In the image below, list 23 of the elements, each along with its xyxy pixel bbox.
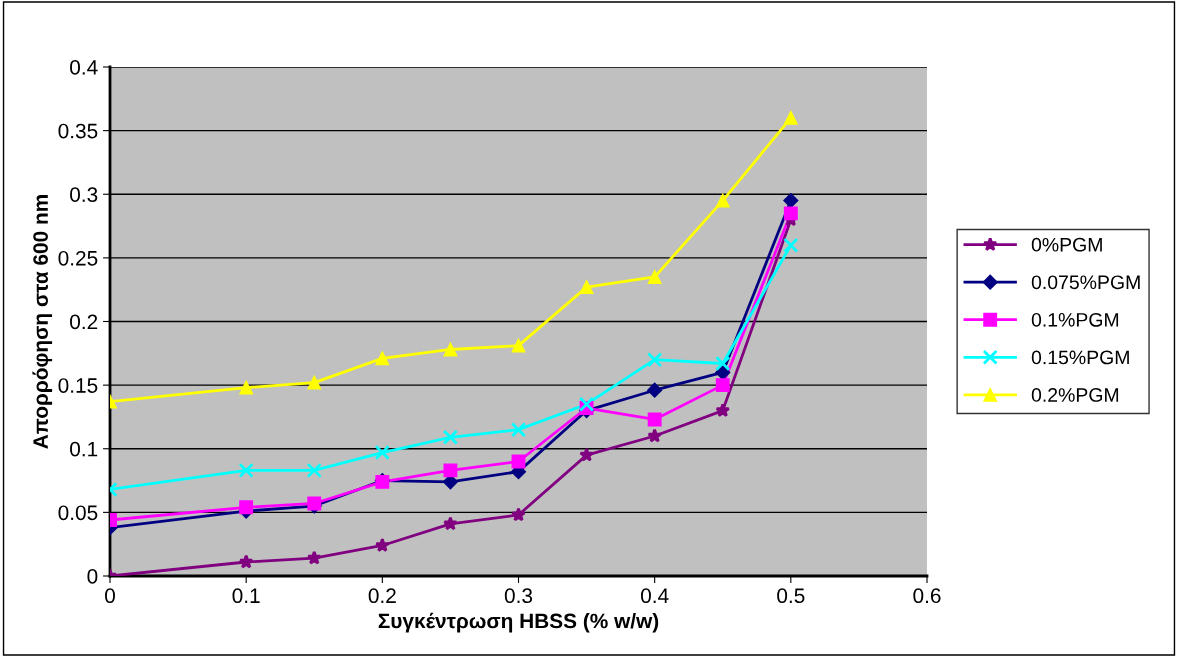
y-tick-label: 0.25	[58, 250, 98, 266]
y-tick-label: 0.05	[58, 505, 98, 521]
x-tick-label: 0.3	[504, 588, 533, 604]
y-tick-label: 0.2	[70, 314, 98, 330]
x-tick-label: 0.1	[232, 588, 260, 604]
x-tick-label: 0.4	[641, 588, 669, 604]
legend-label: 0.1%PGM	[1031, 312, 1119, 327]
y-tick-label: 0.15	[58, 378, 98, 393]
y-tick-label: 0.4	[70, 60, 98, 75]
legend-label: 0%PGM	[1031, 237, 1102, 252]
y-tick-label: 0.1	[70, 441, 98, 457]
legend-label: 0.075%PGM	[1031, 275, 1140, 290]
y-tick-label: 0.35	[58, 123, 98, 139]
legend-label: 0.2%PGM	[1031, 388, 1119, 402]
x-tick-label: 0.5	[777, 588, 805, 604]
x-tick-label: 0.2	[368, 588, 396, 604]
x-tick-label: 0.6	[913, 588, 941, 604]
x-axis-title: Συγκέντρωση HBSS (% w/w)	[378, 612, 659, 633]
y-tick-label: 0	[87, 569, 98, 584]
y-tick-label: 0.3	[70, 187, 98, 202]
y-axis-title: Απορρόφηση στα 600 nm	[32, 195, 53, 449]
x-tick-label: 0	[105, 588, 115, 604]
legend-label: 0.15%PGM	[1031, 350, 1129, 365]
